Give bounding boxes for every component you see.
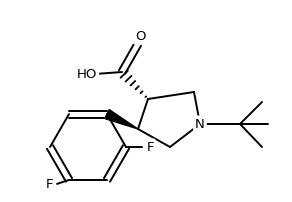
Text: N: N: [195, 118, 205, 131]
Text: F: F: [146, 141, 154, 154]
Text: F: F: [45, 178, 53, 190]
Text: O: O: [135, 30, 145, 43]
Polygon shape: [105, 110, 138, 129]
Text: HO: HO: [77, 68, 97, 81]
